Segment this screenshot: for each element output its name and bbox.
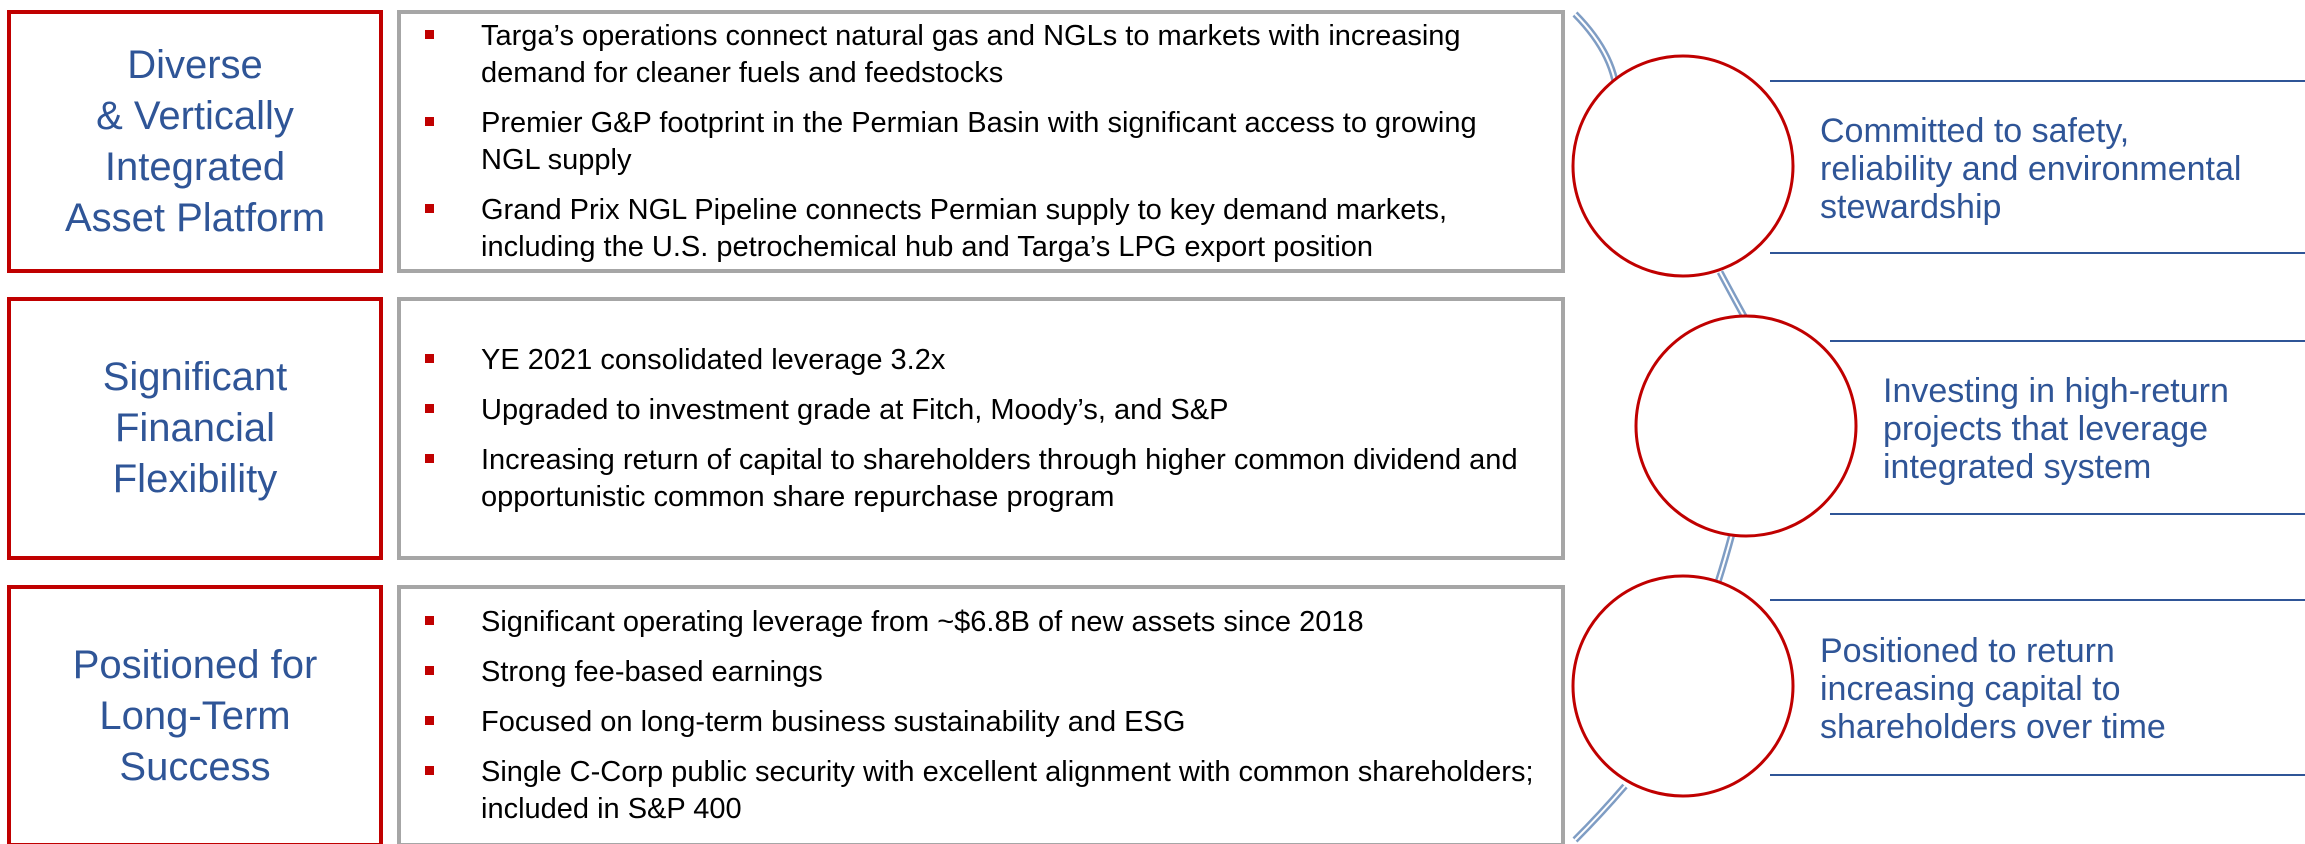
row-label: Significant Financial Flexibility	[7, 297, 383, 560]
pillar-line: shareholders over time	[1820, 708, 2166, 746]
circles	[1571, 54, 1858, 798]
pillar-text: Committed to safety, reliability and envi…	[1820, 112, 2241, 226]
bullet-box: YE 2021 consolidated leverage 3.2x Upgrad…	[397, 297, 1565, 560]
label-line: Financial	[114, 406, 276, 450]
label-line: Diverse	[127, 42, 263, 87]
pillar-text: Investing in high-return projects that le…	[1883, 372, 2229, 486]
bullet: Focused on long-term business sustainabi…	[425, 704, 1541, 741]
pillar-text: Positioned to return increasing capital t…	[1820, 632, 2166, 746]
bullet: Upgraded to investment grade at Fitch, M…	[425, 392, 1541, 429]
label-line: Success	[119, 744, 271, 789]
pillar-lines	[1770, 80, 2305, 776]
pillar-line: projects that leverage	[1883, 410, 2209, 448]
bullet: Increasing return of capital to sharehol…	[425, 442, 1541, 516]
pillar-line: stewardship	[1820, 188, 2002, 226]
bullet-box: Targa’s operations connect natural gas a…	[397, 10, 1565, 273]
label-line: Positioned for	[72, 642, 318, 687]
pillar-line: integrated system	[1883, 448, 2152, 486]
bullet: Targa’s operations connect natural gas a…	[425, 18, 1541, 92]
bullet: Strong fee-based earnings	[425, 654, 1541, 691]
bullet: Grand Prix NGL Pipeline connects Permian…	[425, 192, 1541, 266]
pillar-line: Committed to safety,	[1820, 112, 2130, 150]
pillar-line: reliability and environmental	[1820, 150, 2242, 188]
row-label: Diverse & Vertically Integrated Asset Platf…	[7, 10, 383, 273]
bullet-box: Significant operating leverage from ~$6.…	[397, 585, 1565, 844]
label-line: Integrated	[104, 144, 286, 189]
pillar-line: Investing in high-return	[1883, 372, 2229, 410]
label-line: Asset Platform	[64, 195, 326, 240]
bullet: YE 2021 consolidated leverage 3.2x	[425, 342, 1541, 379]
label-line: & Vertically	[96, 93, 294, 138]
label-line: Flexibility	[112, 457, 278, 501]
bullet: Significant operating leverage from ~$6.…	[425, 604, 1541, 641]
bullet: Premier G&P footprint in the Permian Bas…	[425, 105, 1541, 179]
pillar-line: Positioned to return	[1820, 632, 2115, 670]
label-line: Long-Term	[99, 693, 291, 738]
label-line: Significant	[102, 355, 288, 399]
bullet: Single C-Corp public security with excel…	[425, 754, 1541, 828]
pillar-line: increasing capital to	[1820, 670, 2121, 708]
row-label: Positioned for Long-Term Success	[7, 585, 383, 844]
